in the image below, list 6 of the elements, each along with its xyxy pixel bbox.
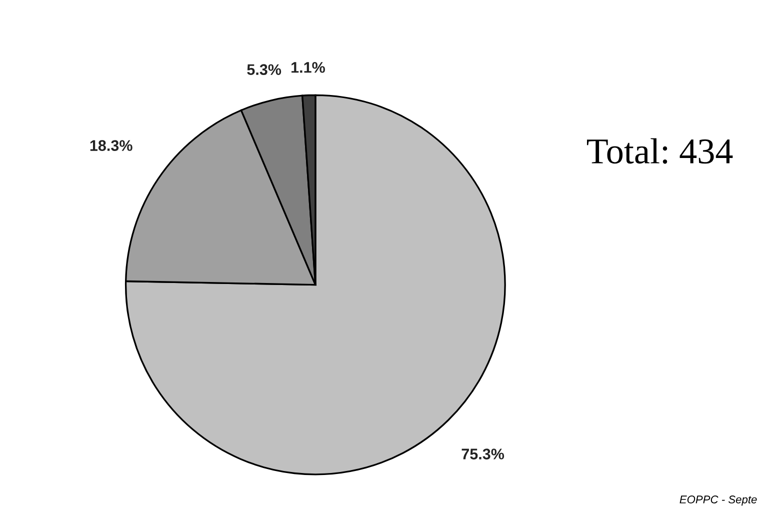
data-label: 18.3%	[90, 140, 132, 151]
text: Total: 434	[586, 138, 733, 164]
data-label: 75.3%	[462, 448, 504, 460]
data-label: 5.3%	[247, 64, 282, 76]
data-label: 1.1%	[292, 62, 325, 73]
text: EOPPC - Septe	[680, 496, 757, 506]
